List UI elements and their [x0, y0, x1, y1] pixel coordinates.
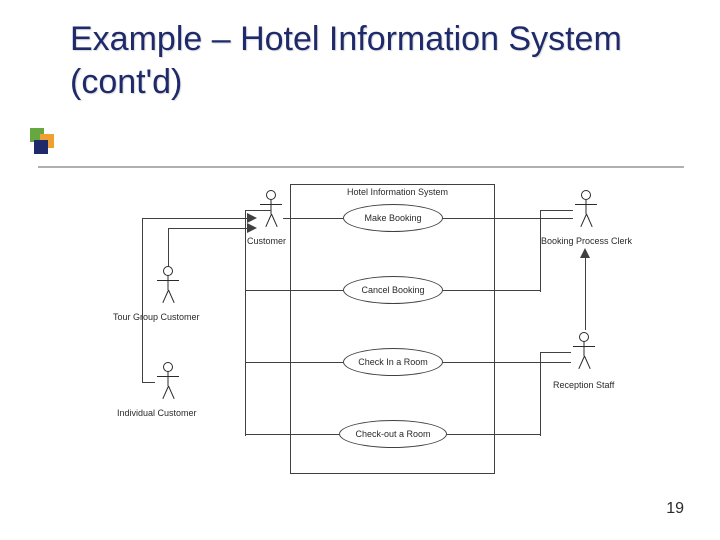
edge-indiv-gen-bot	[142, 382, 155, 383]
use-case-diagram: Hotel Information System Make Booking Ca…	[95, 184, 635, 494]
edge-tour-gen-v	[168, 228, 169, 266]
edge-recep-gen-v	[585, 257, 586, 330]
arrowhead-recep-gen	[580, 247, 590, 257]
edge-customer-vtrunk	[245, 210, 246, 436]
usecase-check-out: Check-out a Room	[339, 420, 447, 448]
usecase-cancel-booking: Cancel Booking	[343, 276, 443, 304]
usecase-make-booking: Make Booking	[343, 204, 443, 232]
slide-title: Example – Hotel Information System (cont…	[70, 18, 680, 103]
edge-clerk-cancel	[443, 290, 541, 291]
edge-customer-checkin	[245, 362, 343, 363]
edge-reception-checkin	[443, 362, 571, 363]
title-underline	[38, 166, 684, 168]
page-number: 19	[666, 500, 684, 518]
edge-tour-gen-h	[168, 228, 248, 229]
actor-clerk-label: Booking Process Clerk	[541, 236, 632, 246]
edge-indiv-gen-v	[142, 218, 143, 382]
edge-customer-trunk	[245, 210, 271, 211]
usecase-label: Cancel Booking	[361, 285, 424, 295]
usecase-label: Check In a Room	[358, 357, 428, 367]
edge-clerk-vtrunk	[540, 210, 541, 292]
actor-reception-label: Reception Staff	[553, 380, 614, 390]
edge-customer-checkout	[245, 434, 339, 435]
edge-clerk-make	[443, 218, 573, 219]
arrowhead-tour-gen	[248, 223, 258, 233]
actor-customer-label: Customer	[247, 236, 286, 246]
bullet-icon	[30, 128, 56, 154]
usecase-label: Make Booking	[364, 213, 421, 223]
slide-title-area: Example – Hotel Information System (cont…	[70, 18, 680, 103]
usecase-label: Check-out a Room	[355, 429, 430, 439]
actor-individual-label: Individual Customer	[117, 408, 197, 418]
system-label: Hotel Information System	[340, 187, 455, 197]
arrowhead-indiv-gen	[248, 213, 258, 223]
edge-customer-make	[283, 218, 343, 219]
usecase-check-in: Check In a Room	[343, 348, 443, 376]
edge-reception-checkout	[447, 434, 541, 435]
edge-reception-vtrunk	[540, 352, 541, 436]
edge-reception-trunk	[540, 352, 571, 353]
actor-clerk	[575, 190, 597, 230]
edge-indiv-gen-top	[142, 218, 248, 219]
actor-tour-group-label: Tour Group Customer	[113, 312, 200, 322]
edge-clerk-trunk	[540, 210, 573, 211]
actor-reception	[573, 332, 595, 372]
actor-tour-group	[157, 266, 179, 306]
actor-individual	[157, 362, 179, 402]
edge-customer-cancel	[245, 290, 343, 291]
